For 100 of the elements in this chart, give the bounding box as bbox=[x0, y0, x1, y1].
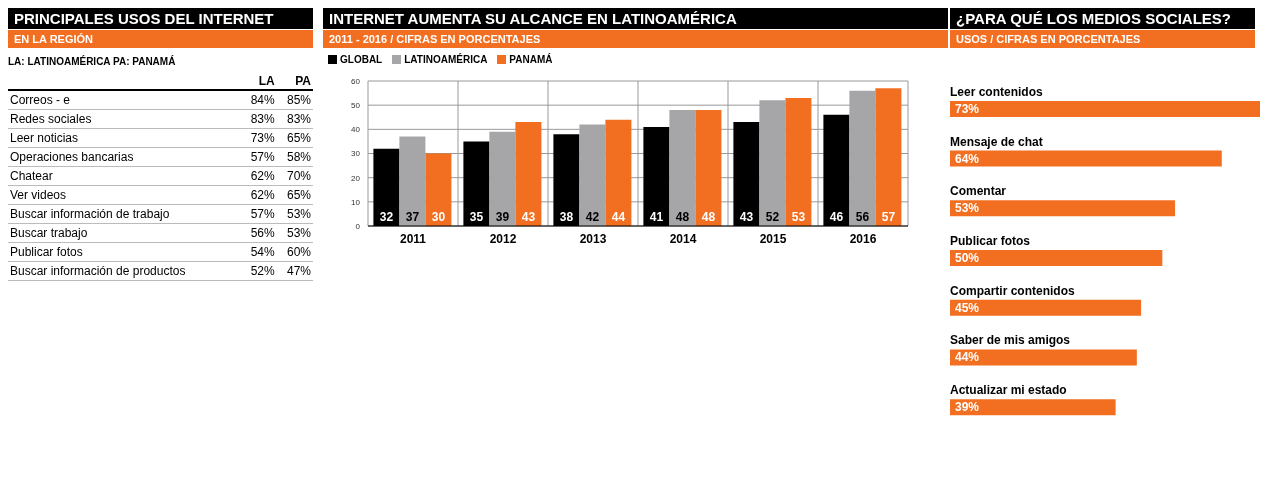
x-tick-label: 2013 bbox=[579, 231, 607, 246]
category-label: Redes sociales bbox=[9, 111, 93, 128]
category-label: Correos - e bbox=[9, 92, 72, 109]
x-tick-label: 2012 bbox=[489, 231, 517, 246]
data-label: 62% bbox=[249, 187, 276, 204]
chart-title: INTERNET AUMENTA SU ALCANCE EN LATINOAMÉRICA bbox=[323, 8, 948, 29]
text: PA bbox=[294, 73, 312, 90]
data-label: 60% bbox=[285, 244, 312, 261]
y-tick-label: 50 bbox=[351, 101, 361, 111]
y-tick-label: Actualizar mi estado bbox=[950, 383, 1067, 398]
x-tick-label: 2015 bbox=[759, 231, 787, 246]
y-tick-label: 0 bbox=[355, 221, 361, 231]
data-label: 32 bbox=[379, 210, 394, 224]
data-label: 52% bbox=[249, 263, 276, 280]
bar bbox=[875, 88, 902, 226]
bar bbox=[950, 250, 1163, 267]
data-label: 30 bbox=[431, 210, 446, 224]
chart-subtitle: 2011 - 2016 / CIFRAS EN PORCENTAJES bbox=[323, 30, 948, 48]
bar bbox=[399, 136, 426, 226]
data-label: 53% bbox=[955, 201, 980, 216]
data-label: 44% bbox=[955, 350, 980, 365]
legend-label: LATINOAMÉRICA bbox=[403, 54, 488, 65]
bar bbox=[669, 110, 696, 226]
y-tick-label: Compartir contenidos bbox=[950, 283, 1075, 298]
data-label: 65% bbox=[285, 187, 312, 204]
text: LA: LATINOAMÉRICA PA: PANAMÁ bbox=[8, 56, 177, 67]
y-tick-label: Saber de mis amigos bbox=[950, 333, 1071, 348]
x-tick-label: 2014 bbox=[669, 231, 697, 246]
data-label: 57% bbox=[249, 206, 276, 223]
data-label: 83% bbox=[285, 111, 312, 128]
data-label: 39% bbox=[955, 400, 980, 415]
category-label: Chatear bbox=[9, 168, 54, 185]
y-tick-label: Publicar fotos bbox=[950, 234, 1031, 249]
data-label: 53 bbox=[791, 210, 806, 224]
category-label: Ver videos bbox=[9, 187, 68, 204]
y-tick-label: 60 bbox=[351, 76, 361, 86]
data-label: 56% bbox=[249, 225, 276, 242]
legend-label: PANAMÁ bbox=[508, 54, 553, 65]
data-label: 38 bbox=[559, 210, 574, 224]
bar bbox=[515, 122, 542, 226]
data-label: 65% bbox=[285, 130, 312, 147]
x-tick-label: 2011 bbox=[399, 231, 427, 246]
data-label: 41 bbox=[649, 210, 664, 224]
bar bbox=[950, 399, 1116, 416]
data-label: 73% bbox=[249, 130, 276, 147]
y-tick-label: 40 bbox=[351, 125, 361, 135]
data-label: 50% bbox=[955, 251, 980, 266]
chart-title: ¿PARA QUÉ LOS MEDIOS SOCIALES? bbox=[950, 8, 1255, 29]
category-label: Buscar información de productos bbox=[9, 263, 187, 280]
data-label: 64% bbox=[955, 151, 980, 166]
data-label: 85% bbox=[285, 92, 312, 109]
bar bbox=[605, 119, 632, 226]
data-label: 73% bbox=[955, 101, 980, 116]
y-tick-label: 20 bbox=[351, 173, 361, 183]
y-tick-label: Comentar bbox=[950, 184, 1007, 199]
bar bbox=[759, 100, 786, 226]
data-label: 46 bbox=[829, 210, 844, 224]
data-label: 70% bbox=[285, 168, 312, 185]
category-label: Buscar trabajo bbox=[9, 225, 89, 242]
data-label: 37 bbox=[405, 210, 420, 224]
x-tick-label: 2016 bbox=[849, 231, 877, 246]
bar bbox=[489, 131, 516, 226]
bar bbox=[785, 97, 812, 226]
text: PRINCIPALES USOS DEL INTERNET bbox=[8, 8, 313, 29]
bar bbox=[950, 200, 1176, 217]
data-label: 43 bbox=[521, 210, 536, 224]
data-label: 39 bbox=[495, 210, 510, 224]
legend-label: GLOBAL bbox=[339, 54, 383, 65]
category-label: Buscar información de trabajo bbox=[9, 206, 171, 223]
data-label: 83% bbox=[249, 111, 276, 128]
bar bbox=[849, 90, 876, 226]
bar bbox=[695, 110, 722, 226]
text: LA bbox=[257, 73, 276, 90]
data-label: 42 bbox=[585, 210, 600, 224]
bar bbox=[950, 349, 1137, 366]
y-tick-label: Mensaje de chat bbox=[950, 134, 1043, 149]
data-label: 47% bbox=[285, 263, 312, 280]
y-tick-label: 10 bbox=[351, 197, 361, 207]
data-label: 48 bbox=[701, 210, 716, 224]
data-label: 57% bbox=[249, 149, 276, 166]
data-label: 57 bbox=[881, 210, 896, 224]
data-label: 53% bbox=[285, 206, 312, 223]
data-label: 43 bbox=[739, 210, 754, 224]
data-label: 45% bbox=[955, 300, 980, 315]
bar bbox=[425, 153, 452, 226]
category-label: Publicar fotos bbox=[9, 244, 84, 261]
data-label: 56 bbox=[855, 210, 870, 224]
data-label: 35 bbox=[469, 210, 484, 224]
data-label: 48 bbox=[675, 210, 690, 224]
data-label: 54% bbox=[249, 244, 276, 261]
text: EN LA REGIÓN bbox=[8, 30, 313, 48]
category-label: Operaciones bancarias bbox=[9, 149, 135, 166]
y-tick-label: Leer contenidos bbox=[950, 84, 1044, 99]
category-label: Leer noticias bbox=[9, 130, 80, 147]
data-label: 52 bbox=[765, 210, 780, 224]
data-label: 84% bbox=[249, 92, 276, 109]
data-label: 53% bbox=[285, 225, 312, 242]
bar bbox=[950, 299, 1142, 316]
bar bbox=[950, 150, 1222, 167]
data-label: 44 bbox=[611, 210, 626, 224]
